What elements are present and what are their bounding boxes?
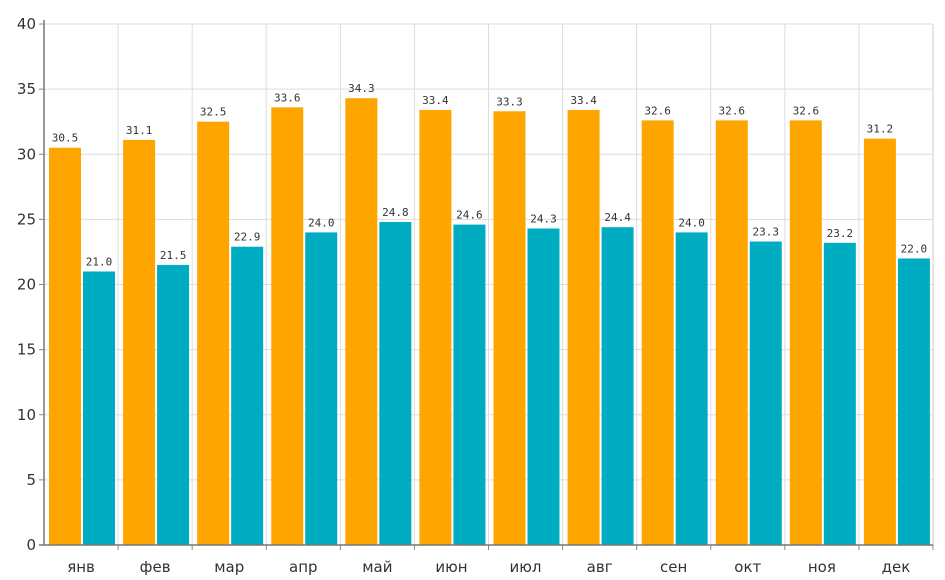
x-tick-label: окт <box>734 558 761 576</box>
y-axis-ticks: 0 5 10 15 20 25 30 35 40 <box>17 15 44 554</box>
y-tick-label: 10 <box>17 406 36 424</box>
bar-series-0 <box>493 111 526 545</box>
x-axis-ticks: янв фев мар апр май июн июл авг сен окт ноя дек <box>67 545 934 576</box>
y-tick-label: 20 <box>17 276 36 294</box>
data-label-series-0: 33.4 <box>422 94 449 107</box>
data-label-series-0: 32.6 <box>719 104 746 117</box>
data-label-series-0: 31.2 <box>867 123 894 136</box>
x-tick-label: авг <box>587 558 613 576</box>
data-label-series-1: 23.2 <box>827 227 854 240</box>
y-tick-label: 0 <box>26 536 36 554</box>
data-label-series-1: 21.5 <box>160 249 187 262</box>
y-tick-label: 25 <box>17 210 36 228</box>
y-tick-label: 5 <box>26 471 36 489</box>
data-label-series-1: 24.0 <box>308 216 335 229</box>
bar-series-1 <box>897 258 930 545</box>
bar-series-0 <box>567 109 600 545</box>
data-label-series-1: 24.8 <box>382 206 409 219</box>
bar-series-1 <box>379 221 412 546</box>
x-tick-label: сен <box>660 558 687 576</box>
x-tick-label: апр <box>289 558 318 576</box>
x-tick-label: янв <box>67 558 95 576</box>
x-tick-label: май <box>362 558 392 576</box>
data-label-series-1: 22.0 <box>901 242 928 255</box>
x-tick-label: дек <box>882 558 911 576</box>
bar-series-1 <box>453 224 486 545</box>
grid-lines <box>44 23 934 546</box>
data-label-series-0: 32.5 <box>200 106 227 119</box>
x-tick-label: мар <box>214 558 244 576</box>
bar-series-1 <box>157 264 190 545</box>
y-tick-label: 15 <box>17 341 36 359</box>
data-label-series-1: 24.3 <box>530 212 557 225</box>
data-label-series-1: 24.6 <box>456 209 483 222</box>
data-label-series-0: 33.3 <box>496 95 523 108</box>
bar-series-0 <box>419 109 452 545</box>
bar-series-1 <box>527 228 560 545</box>
y-tick-label: 35 <box>17 80 36 98</box>
data-label-series-0: 33.4 <box>570 94 597 107</box>
bar-series-0 <box>715 120 748 545</box>
data-label-series-1: 24.0 <box>678 216 705 229</box>
y-tick-label: 30 <box>17 145 36 163</box>
bar-series-0 <box>271 107 304 546</box>
data-label-series-1: 21.0 <box>86 255 113 268</box>
bar-series-0 <box>863 138 896 545</box>
bar-series-1 <box>749 241 782 545</box>
x-tick-label: ноя <box>808 558 836 576</box>
bar-series-0 <box>345 98 378 546</box>
bar-series-0 <box>197 121 230 545</box>
bars <box>49 98 930 546</box>
x-tick-label: фев <box>140 558 171 576</box>
bar-series-1 <box>83 271 115 545</box>
bar-series-0 <box>641 120 674 545</box>
bar-series-1 <box>305 232 338 545</box>
data-label-series-0: 30.5 <box>52 132 79 145</box>
data-label-series-1: 24.4 <box>604 211 631 224</box>
data-label-series-0: 32.6 <box>793 104 820 117</box>
bar-series-1 <box>601 227 634 545</box>
data-label-series-1: 23.3 <box>753 226 780 239</box>
bar-series-0 <box>49 147 81 546</box>
data-label-series-0: 33.6 <box>274 91 301 104</box>
data-label-series-1: 22.9 <box>234 231 261 244</box>
y-tick-label: 40 <box>17 15 36 33</box>
bar-series-1 <box>675 232 708 545</box>
bar-series-0 <box>123 139 156 546</box>
data-labels: 30.5 31.1 32.5 33.6 34.3 33.4 33.3 33.4 32.6 32.6… <box>52 82 927 268</box>
x-tick-label: июн <box>435 558 467 576</box>
bar-series-0 <box>789 120 822 545</box>
data-label-series-0: 32.6 <box>644 104 671 117</box>
x-tick-label: июл <box>510 558 542 576</box>
bar-series-1 <box>823 242 856 545</box>
data-label-series-0: 34.3 <box>348 82 375 95</box>
data-label-series-0: 31.1 <box>126 124 153 137</box>
bar-series-1 <box>231 246 264 546</box>
